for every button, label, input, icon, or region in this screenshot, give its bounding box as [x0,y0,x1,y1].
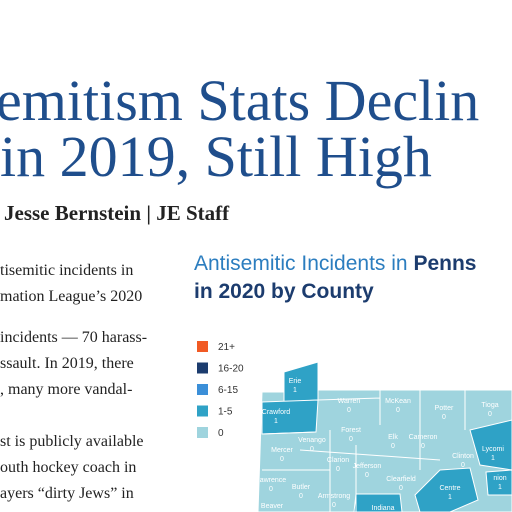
county-shape [261,399,319,435]
county-labels: Erie 1 Crawford 1 Warren 0 McKean 0 Potter 0 Tioga… [256,378,507,512]
county-value: 1 [448,494,452,501]
county-shape [353,493,403,512]
legend-label: 0 [218,428,224,439]
county-name: Venango [298,437,326,444]
county-value: 0 [399,485,403,492]
body-line: st is publicly available [0,433,144,450]
county-value: 0 [332,502,336,509]
legend-label: 21+ [218,342,235,353]
county-name: Cameron [409,434,438,441]
county-value: 0 [280,456,284,463]
body-line: outh hockey coach in [0,459,136,476]
legend-swatch [197,384,208,395]
legend-label: 6-15 [218,385,238,396]
legend-label: 16-20 [218,364,244,375]
county-value: 0 [269,486,273,493]
county-value: 0 [391,443,395,450]
county-borders [261,390,466,512]
county-name: Erie [289,378,302,385]
county-name: Elk [388,434,398,441]
county-value: 0 [396,407,400,414]
county-name: Lycomi [482,446,504,453]
legend-swatch [197,341,208,352]
county-value: 0 [310,446,314,453]
county-name: Armstrong [318,493,350,500]
map-title-plain: Antisemitic Incidents in [194,252,413,275]
county-value: 0 [365,472,369,479]
legend-label: 1-5 [218,407,233,418]
county-name: Butler [292,484,311,491]
county-value: 0 [488,411,492,418]
headline: in 2019, Still High [0,124,432,189]
county-name: Clearfield [386,476,416,483]
map-panel: Antisemitic Incidents in Penns in 2020 b… [194,252,512,512]
article-body: tisemitic incidents in mation League’s 20… [0,262,147,502]
county-value: 1 [498,484,502,491]
byline: Jesse Bernstein | JE Staff [4,201,230,225]
map-title: Antisemitic Incidents in Penns [194,252,476,275]
body-line: ssault. In 2019, there [0,355,134,372]
county-value: 0 [349,436,353,443]
county-name: Centre [439,485,460,492]
county-name: Crawford [262,409,291,416]
headline: emitism Stats Declin [0,68,479,133]
county-value: 0 [299,493,303,500]
county-name: Jefferson [353,463,382,470]
body-line: , many more vandal- [0,381,132,398]
county-name: Beaver [261,503,284,510]
legend-swatch [197,362,208,374]
county-name: Clarion [327,457,349,464]
county-name: Lawrence [256,477,286,484]
county-name: Potter [435,405,454,412]
county-value: 0 [421,443,425,450]
county-name: Warren [338,398,361,405]
county-value: 0 [442,414,446,421]
body-line: ayers “dirty Jews” in [0,485,134,502]
legend-swatch [197,427,208,438]
county-value: 0 [347,407,351,414]
map-title-bold: Penns [413,252,476,275]
county-name: McKean [385,398,411,405]
county-name: nion [493,475,506,482]
county-name: Clinton [452,453,474,460]
county-name: Mercer [271,447,293,454]
body-line: tisemitic incidents in [0,262,133,279]
county-shape [485,469,512,496]
body-line: mation League’s 2020 [0,288,142,305]
county-value: 0 [461,462,465,469]
county-value: 1 [491,455,495,462]
county-shape [469,419,512,471]
body-line: incidents — 70 harass- [0,329,147,346]
county-name: Indiana [372,505,395,512]
county-shape [414,467,479,512]
county-value: 1 [274,418,278,425]
legend-swatch [197,405,208,417]
county-value: 1 [293,387,297,394]
map-title: in 2020 by County [194,280,374,303]
county-value: 0 [336,466,340,473]
county-name: Forest [341,427,361,434]
legend: 21+ 16-20 6-15 1-5 0 [197,341,244,439]
county-name: Tioga [481,402,498,409]
